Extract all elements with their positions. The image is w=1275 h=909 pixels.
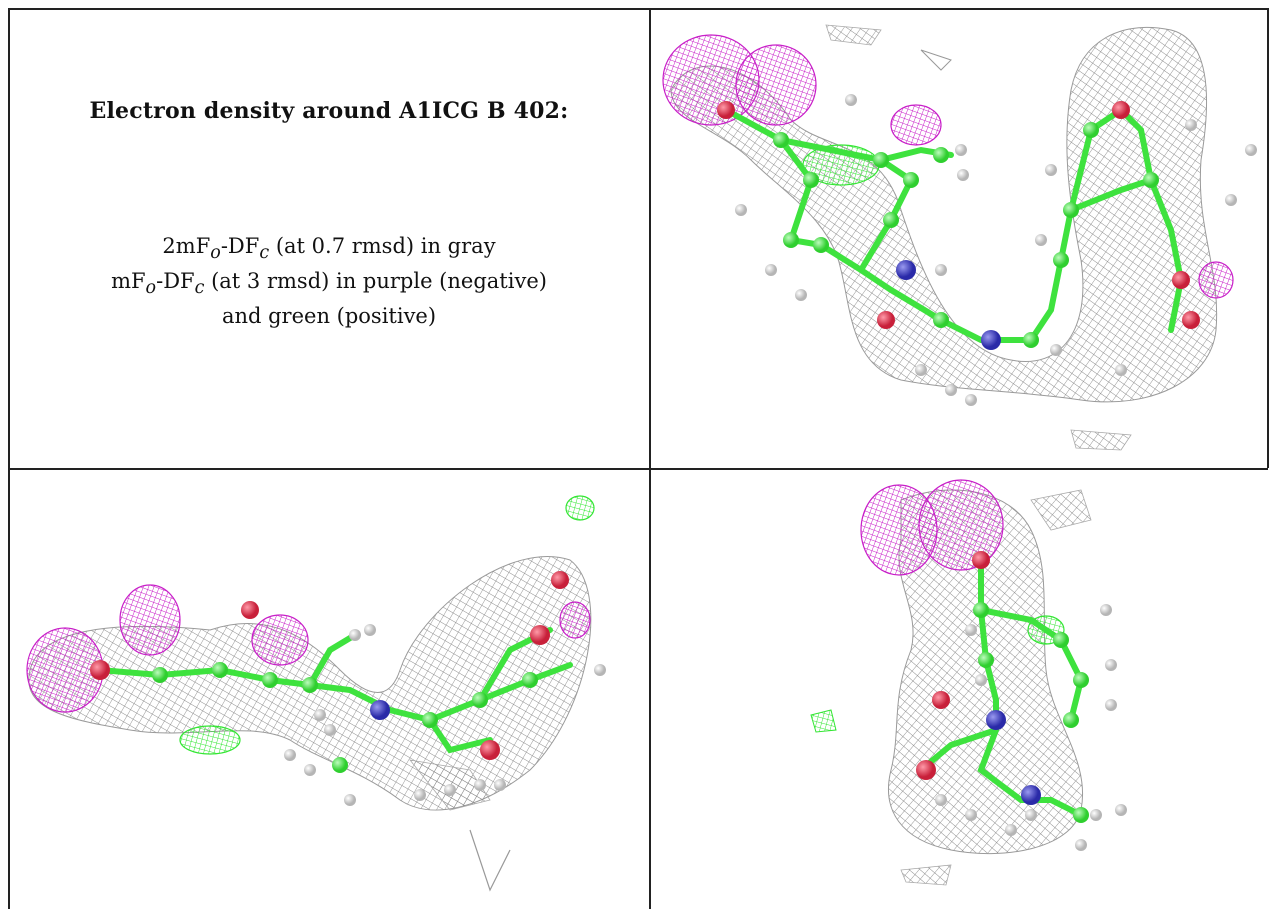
density-view-3 <box>651 470 1267 908</box>
caption-line-fofc: mFo-DFc (at 3 rmsd) in purple (negative) <box>111 269 547 299</box>
table-border-top <box>8 8 1268 10</box>
caption-description: 2mFo-DFc (at 0.7 rmsd) in gray mFo-DFc (… <box>10 232 648 330</box>
table-border-center <box>649 8 651 909</box>
table-border-left <box>8 8 10 909</box>
density-view-1 <box>651 10 1267 467</box>
caption-line-2fofc: 2mFo-DFc (at 0.7 rmsd) in gray <box>162 234 496 264</box>
table-border-right <box>1267 8 1269 468</box>
density-view-2 <box>10 470 648 908</box>
caption-title: Electron density around A1ICG B 402: <box>89 98 569 124</box>
caption-line-colors: and green (positive) <box>221 304 437 329</box>
caption-cell: Electron density around A1ICG B 402: 2mF… <box>10 10 648 466</box>
molecule-density-render-icon <box>662 24 1257 451</box>
molecule-density-render-icon <box>810 479 1127 886</box>
table-border-middle <box>8 468 1268 470</box>
molecule-density-render-icon <box>26 495 606 892</box>
